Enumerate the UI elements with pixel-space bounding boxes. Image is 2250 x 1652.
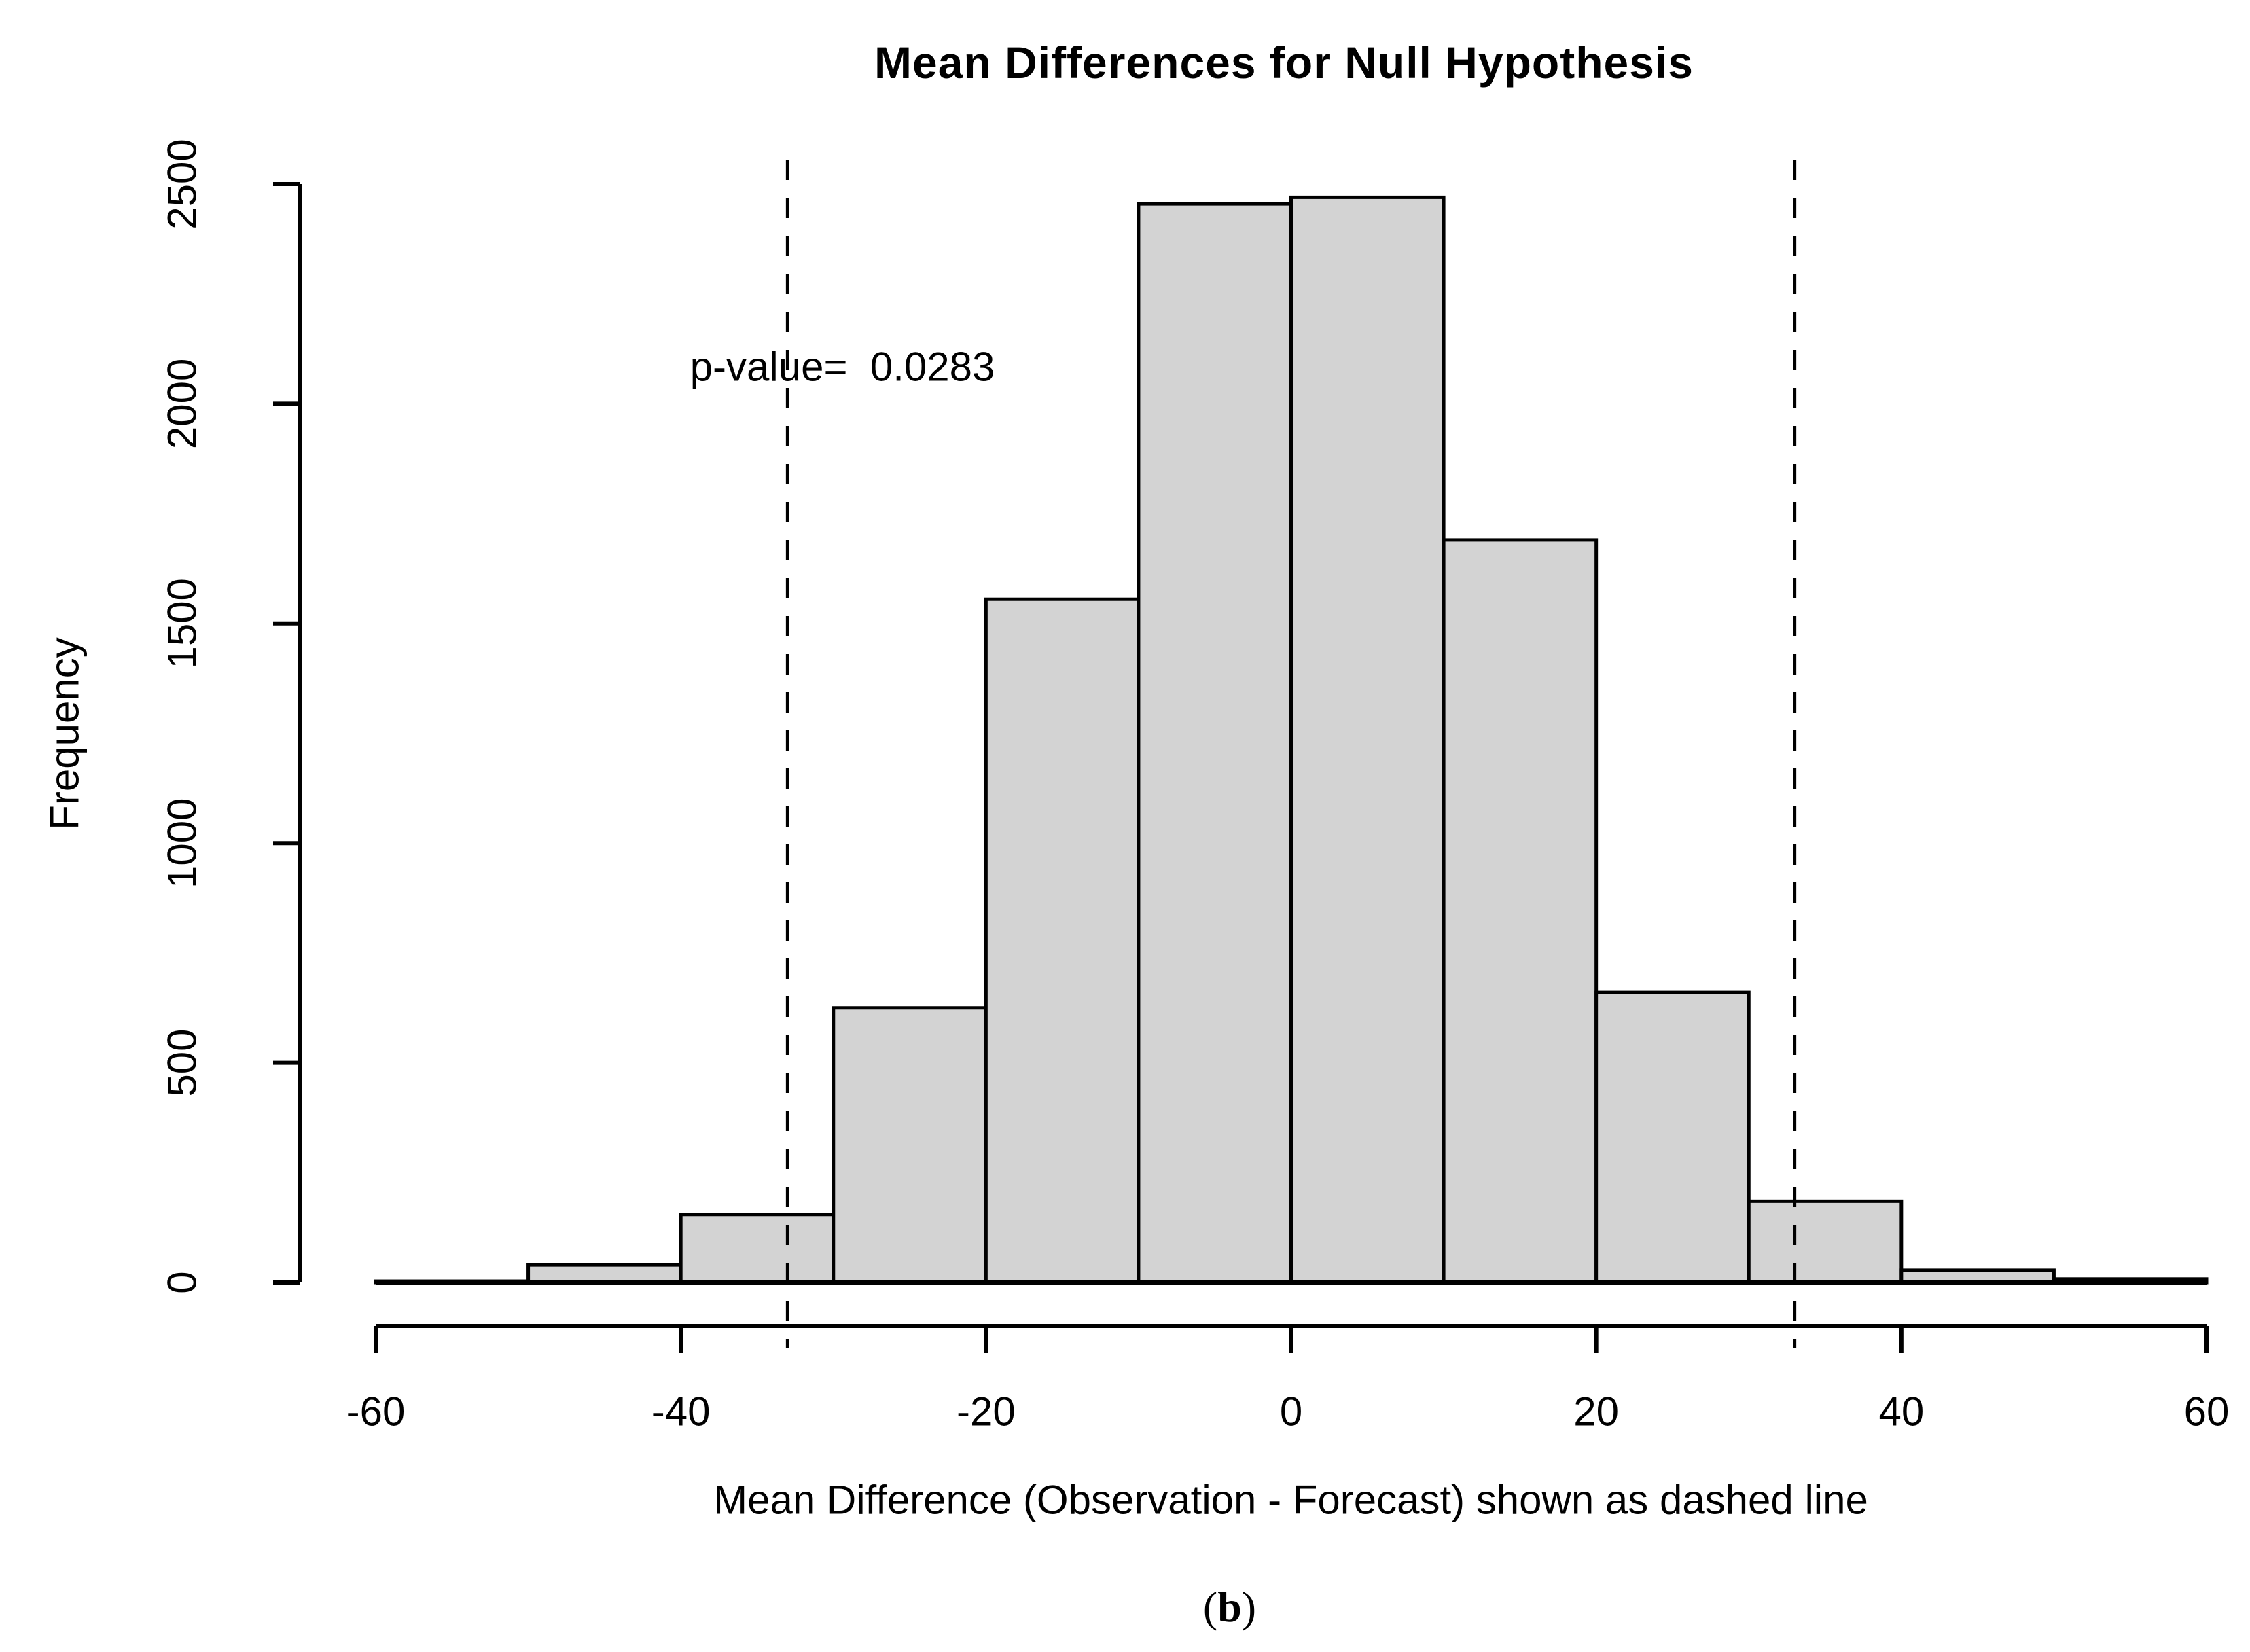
x-tick-label: 0 <box>1280 1389 1302 1435</box>
y-tick-label: 0 <box>160 1271 205 1293</box>
y-axis-title: Frequency <box>41 637 88 830</box>
x-tick-label: 40 <box>1878 1389 1924 1435</box>
histogram-bar <box>832 1006 988 1285</box>
figure-caption: (b) <box>1203 1582 1256 1632</box>
p-value-annotation: p-value= 0.0283 <box>690 344 995 390</box>
caption-letter: b <box>1217 1583 1242 1631</box>
histogram-bar <box>679 1213 836 1285</box>
x-tick-label: -60 <box>346 1389 406 1435</box>
caption-paren-open: ( <box>1202 1583 1218 1631</box>
y-tick-label: 2000 <box>160 359 205 449</box>
x-tick-label: -40 <box>651 1389 711 1435</box>
x-axis-title: Mean Difference (Observation - Forecast)… <box>713 1477 1868 1523</box>
histogram-bar <box>1137 202 1293 1285</box>
chart-title: Mean Differences for Null Hypothesis <box>874 37 1694 88</box>
y-tick-label: 2500 <box>160 139 205 229</box>
histogram-bar <box>1747 1199 1904 1285</box>
histogram-bar <box>984 597 1141 1285</box>
histogram-bar <box>1594 990 1751 1285</box>
y-tick-label: 1500 <box>160 578 205 668</box>
x-tick-label: 20 <box>1573 1389 1619 1435</box>
x-tick-label: 60 <box>2184 1389 2230 1435</box>
histogram-bar <box>1442 538 1599 1285</box>
histogram-bar <box>1289 195 1446 1285</box>
y-tick-label: 500 <box>160 1029 205 1097</box>
caption-paren-close: ) <box>1241 1583 1257 1631</box>
x-tick-label: -20 <box>957 1389 1016 1435</box>
y-tick-label: 1000 <box>160 797 205 888</box>
histogram-bar <box>526 1263 683 1285</box>
